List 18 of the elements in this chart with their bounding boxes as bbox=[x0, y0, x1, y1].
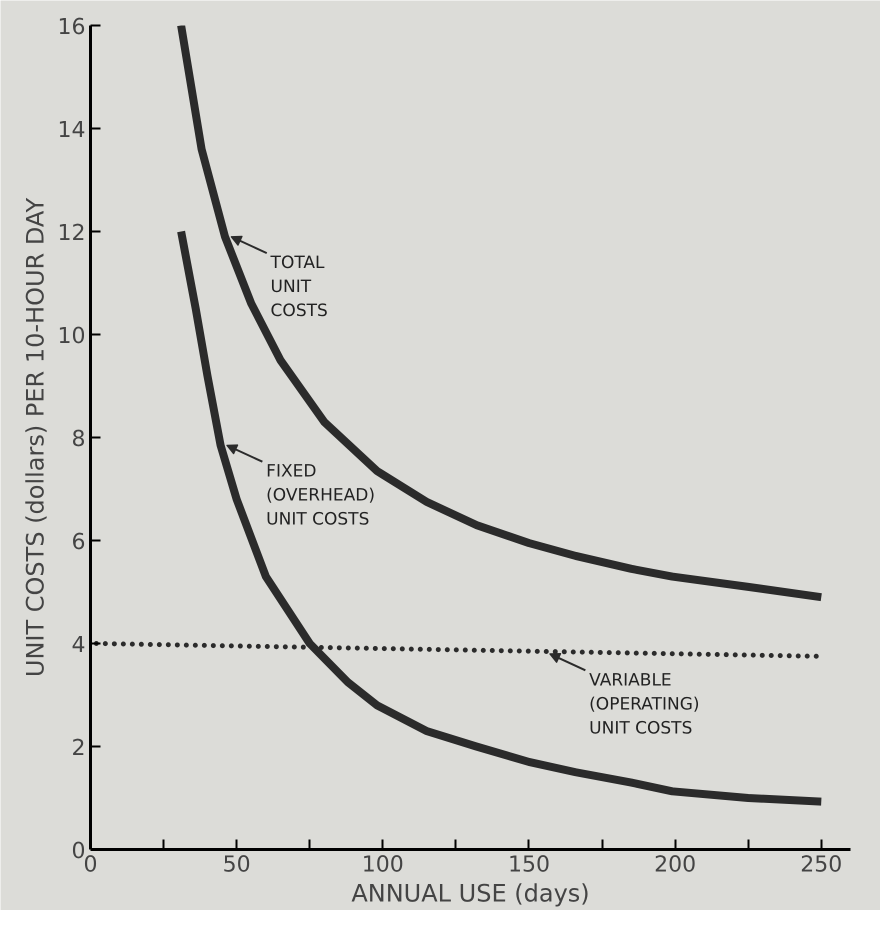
x-axis-title: ANNUAL USE (days) bbox=[351, 880, 590, 908]
annotation: FIXED (OVERHEAD) UNIT COSTS bbox=[266, 462, 375, 530]
y-tick-label: 8 bbox=[72, 427, 86, 452]
annotation: VARIABLE (OPERATING) UNIT COSTS bbox=[589, 670, 700, 738]
y-tick-label: 2 bbox=[72, 736, 86, 761]
x-tick-label: 150 bbox=[508, 852, 550, 878]
y-tick-label: 12 bbox=[58, 221, 86, 246]
y-axis-title: UNIT COSTS (dollars) PER 10-HOUR DAY bbox=[22, 198, 50, 678]
x-tick-label: 100 bbox=[362, 852, 404, 878]
y-tick-label: 6 bbox=[72, 530, 86, 555]
y-tick-label: 14 bbox=[58, 118, 86, 143]
annotation: TOTAL UNIT COSTS bbox=[270, 253, 328, 322]
y-tick-label: 10 bbox=[58, 324, 86, 349]
y-tick-label: 16 bbox=[58, 15, 86, 40]
x-tick-label: 50 bbox=[222, 852, 251, 878]
x-tick-label: 250 bbox=[800, 852, 842, 878]
x-tick-label: 200 bbox=[654, 852, 696, 878]
y-tick-label: 4 bbox=[72, 633, 86, 658]
